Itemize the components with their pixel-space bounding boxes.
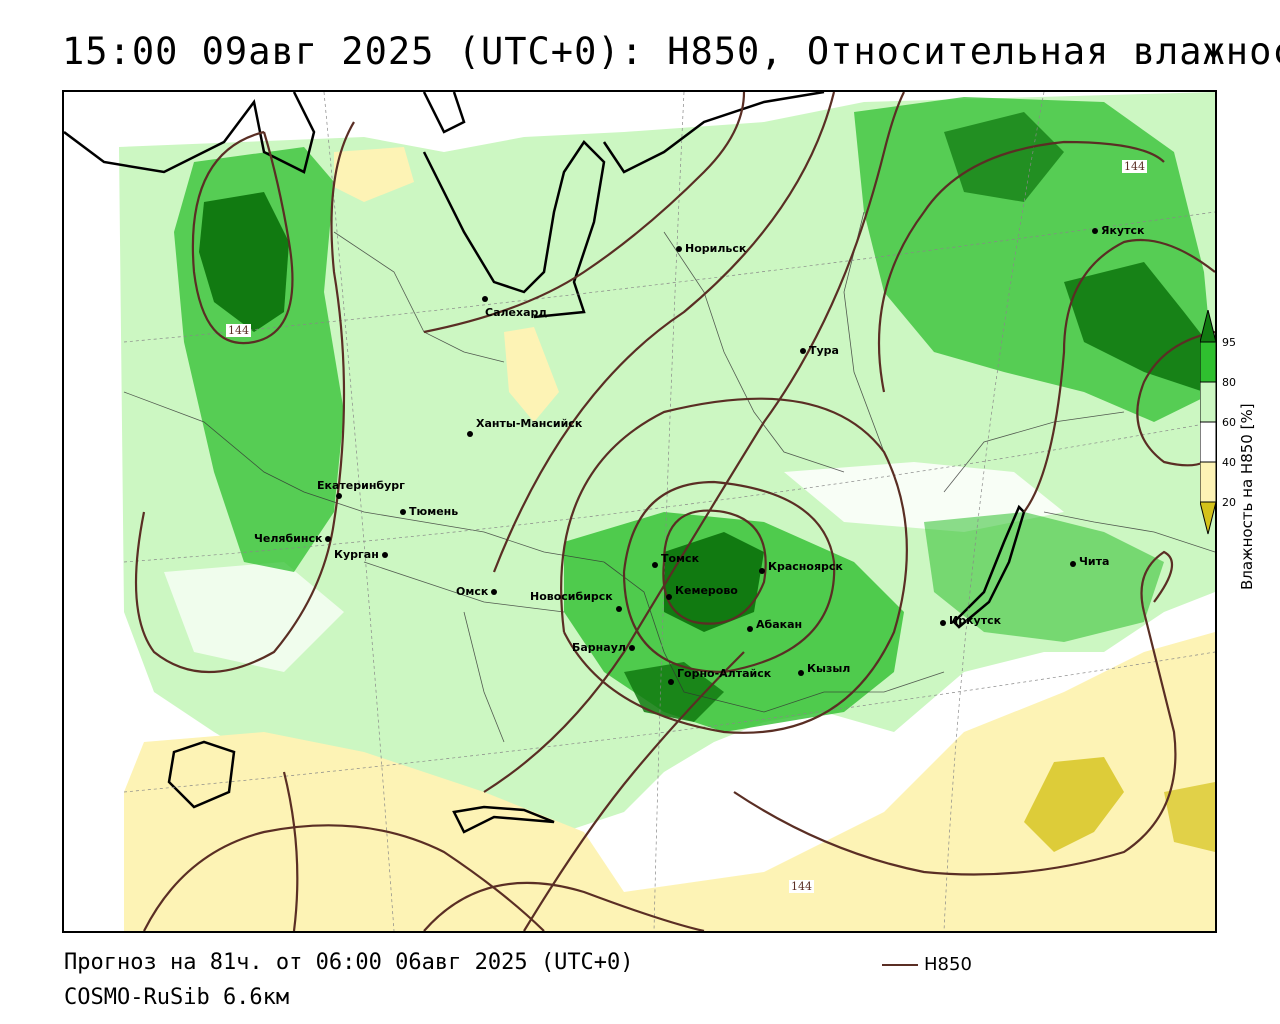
city-marker[interactable]: Кызыл bbox=[798, 662, 850, 679]
coastline-novaya-zemlya bbox=[422, 92, 466, 134]
city-marker[interactable]: Норильск bbox=[676, 242, 746, 255]
city-label: Тюмень bbox=[409, 505, 459, 518]
city-dot-icon bbox=[628, 644, 635, 651]
contour-label: 144 bbox=[1122, 160, 1147, 173]
city-label: Абакан bbox=[756, 618, 803, 631]
legend-tick: 20 bbox=[1222, 496, 1236, 509]
city-dot-icon bbox=[666, 593, 672, 600]
city-label: Барнаул bbox=[572, 641, 626, 654]
coastline-caspian bbox=[167, 740, 236, 809]
map-area[interactable]: 144 144 144 Норильск Салехард Тура Якутс… bbox=[62, 90, 1217, 933]
city-marker[interactable]: Екатеринбург bbox=[317, 479, 433, 502]
legend-tick: 95 bbox=[1222, 336, 1236, 349]
city-dot-icon bbox=[381, 551, 388, 558]
city-marker[interactable]: Тюмень bbox=[400, 505, 458, 518]
humidity-region-20-north bbox=[334, 147, 414, 202]
legend-tick: 80 bbox=[1222, 376, 1236, 389]
city-marker[interactable]: Кемерово bbox=[666, 584, 738, 603]
city-label: Норильск bbox=[685, 242, 747, 255]
city-dot-icon bbox=[800, 347, 806, 354]
city-marker[interactable]: Иркутск bbox=[940, 614, 1002, 629]
city-dot-icon bbox=[676, 245, 682, 252]
legend-tick: 40 bbox=[1222, 456, 1236, 469]
lake-balkhash bbox=[452, 805, 555, 834]
city-dot-icon bbox=[668, 678, 674, 685]
city-label: Горно-Алтайск bbox=[677, 667, 772, 680]
city-dot-icon bbox=[1070, 560, 1076, 567]
city-label: Томск bbox=[661, 552, 700, 565]
humidity-region-80-east bbox=[924, 512, 1164, 642]
humidity-legend bbox=[1199, 309, 1220, 540]
graticule bbox=[123, 92, 1215, 931]
contour-label: 144 bbox=[789, 880, 814, 893]
city-dot-icon bbox=[400, 508, 406, 515]
map-title: 15:00 09авг 2025 (UTC+0): H850, Относите… bbox=[62, 30, 1280, 73]
city-marker[interactable]: Красноярск bbox=[759, 560, 843, 577]
legend-bar bbox=[1199, 309, 1217, 535]
contour-label: 144 bbox=[226, 324, 251, 337]
h850-contours bbox=[134, 92, 1215, 931]
city-dot-icon bbox=[940, 619, 946, 626]
model-name: COSMO-RuSib 6.6км bbox=[64, 985, 290, 1010]
city-dot-icon bbox=[652, 561, 658, 568]
city-dot-icon bbox=[336, 492, 342, 499]
humidity-region-low-1 bbox=[1024, 757, 1124, 852]
forecast-info: Прогноз на 81ч. от 06:00 06авг 2025 (UTC… bbox=[64, 950, 634, 975]
city-marker[interactable]: Тура bbox=[800, 344, 839, 357]
humidity-region-40-west bbox=[164, 562, 344, 672]
city-dot-icon bbox=[325, 535, 332, 542]
city-label: Екатеринбург bbox=[317, 479, 405, 492]
city-label: Чита bbox=[1079, 555, 1110, 568]
humidity-region-95-altai bbox=[624, 662, 724, 722]
city-label: Новосибирск bbox=[530, 590, 613, 603]
city-label: Омск bbox=[456, 585, 489, 598]
humidity-region-20-south bbox=[124, 632, 1215, 931]
city-label: Кызыл bbox=[807, 662, 851, 675]
coastline-yamal bbox=[422, 140, 606, 319]
city-label: Кемерово bbox=[675, 584, 738, 597]
city-label: Челябинск bbox=[254, 532, 323, 545]
city-marker[interactable]: Чита bbox=[1070, 555, 1110, 570]
humidity-region-low-2 bbox=[1164, 782, 1215, 852]
city-label: Салехард bbox=[485, 306, 548, 319]
city-dot-icon bbox=[482, 295, 488, 302]
city-dot-icon bbox=[615, 605, 622, 612]
coastline-kola bbox=[64, 92, 316, 174]
h850-line-legend-swatch bbox=[882, 964, 918, 966]
city-marker[interactable]: Салехард bbox=[482, 292, 553, 319]
city-label: Ханты-Мансийск bbox=[476, 417, 583, 430]
city-marker[interactable]: Томск bbox=[652, 552, 699, 571]
city-marker[interactable]: Челябинск bbox=[254, 532, 332, 545]
humidity-region-40 bbox=[784, 462, 1064, 532]
city-marker[interactable]: Ханты-Мансийск bbox=[467, 417, 582, 440]
city-label: Курган bbox=[334, 548, 379, 561]
humidity-region-95-west bbox=[199, 192, 289, 332]
humidity-region-20-center bbox=[504, 327, 559, 422]
city-label: Иркутск bbox=[949, 614, 1002, 627]
city-marker[interactable]: Абакан bbox=[747, 618, 802, 635]
city-dot-icon bbox=[467, 430, 473, 437]
humidity-map bbox=[64, 92, 1215, 931]
city-label: Красноярск bbox=[768, 560, 843, 573]
humidity-region-95-kemerovo bbox=[664, 532, 764, 632]
city-dot-icon bbox=[1092, 227, 1098, 234]
humidity-region-95-northeast bbox=[944, 112, 1064, 202]
city-dot-icon bbox=[798, 669, 804, 676]
humidity-region-95-yakutia bbox=[1064, 262, 1215, 392]
legend-title: Влажность на H850 [%] bbox=[1238, 403, 1256, 590]
city-marker[interactable]: Новосибирск bbox=[530, 590, 622, 612]
city-label: Якутск bbox=[1101, 224, 1145, 237]
city-marker[interactable]: Якутск bbox=[1092, 224, 1144, 237]
city-marker[interactable]: Курган bbox=[334, 548, 388, 561]
coastline-taimyr bbox=[602, 92, 825, 174]
h850-line-legend-label: H850 bbox=[924, 954, 972, 975]
city-dot-icon bbox=[491, 588, 498, 595]
city-marker[interactable]: Барнаул bbox=[572, 641, 635, 654]
city-marker[interactable]: Омск bbox=[456, 585, 498, 598]
city-dot-icon bbox=[747, 625, 753, 632]
legend-tick: 60 bbox=[1222, 416, 1236, 429]
city-dot-icon bbox=[759, 567, 765, 574]
city-label: Тура bbox=[809, 344, 839, 357]
city-marker[interactable]: Горно-Алтайск bbox=[668, 667, 771, 688]
